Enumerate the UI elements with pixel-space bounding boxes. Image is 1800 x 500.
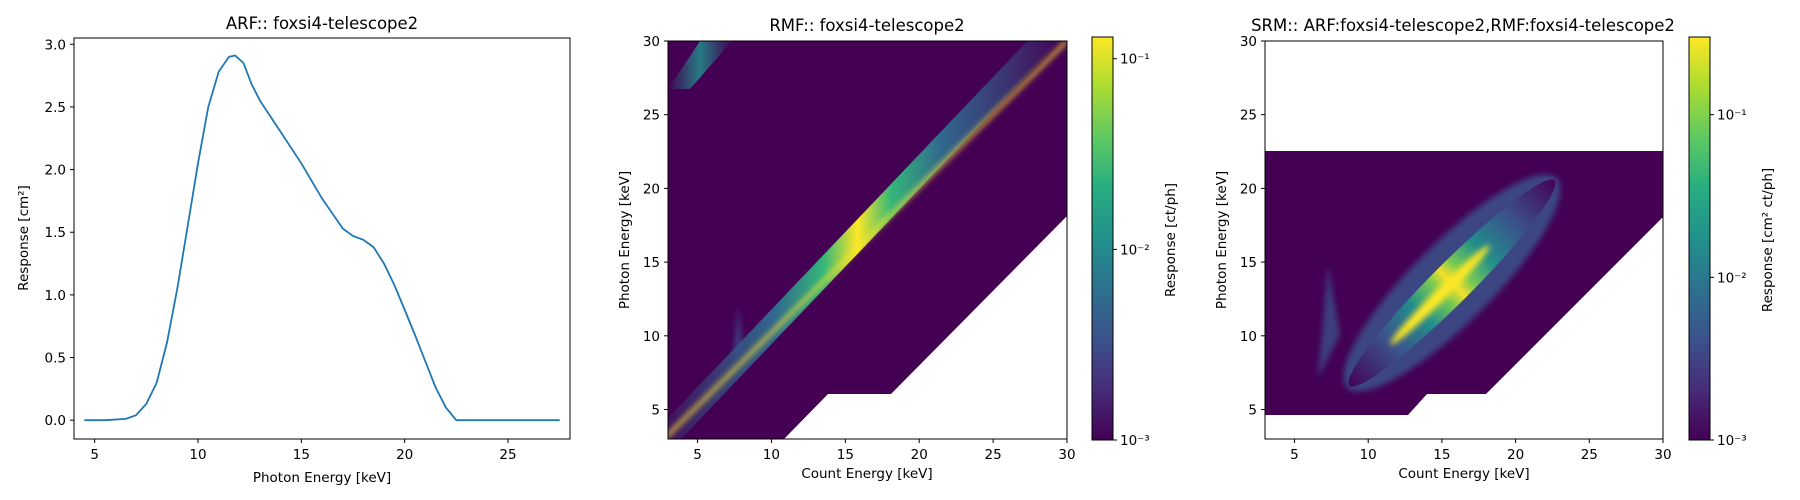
srm-colorbar-tick-label: 10⁻¹ [1717, 108, 1747, 124]
rmf-colorbar-gradient [1092, 37, 1113, 440]
arf-y-tick-label: 1.5 [45, 225, 66, 241]
srm-y-tick-label: 15 [1240, 255, 1257, 271]
rmf-y-tick-label: 20 [643, 181, 660, 197]
srm-x-tick-label: 5 [1290, 447, 1299, 463]
rmf-x-tick-label: 15 [837, 447, 854, 463]
rmf-axes-frame [667, 40, 1068, 440]
srm-y-ticks: 5 10 15 20 25 30 [1240, 34, 1265, 419]
rmf-tail-feature [733, 307, 743, 363]
arf-x-tick-label: 20 [396, 447, 413, 463]
rmf-colorbar-tick-label: 10⁻¹ [1120, 52, 1150, 68]
rmf-colorbar-frame [1091, 36, 1114, 441]
srm-colorbar: 10⁻³ 10⁻² 10⁻¹ Response [cm² ct/ph] [1688, 36, 1776, 449]
arf-curve [84, 54, 560, 422]
rmf-x-label: Count Energy [keV] [801, 466, 932, 482]
srm-tail-feature [1318, 265, 1340, 378]
rmf-x-tick-label: 30 [1058, 447, 1075, 463]
arf-y-ticks: 0.0 0.5 1.0 1.5 2.0 2.5 3.0 [45, 37, 74, 429]
rmf-y-tick-label: 10 [643, 329, 660, 345]
srm-axes-frame [1264, 40, 1664, 440]
srm-y-label: Photon Energy [keV] [1214, 171, 1230, 309]
arf-panel: ARF:: foxsi4-telescope2 5 10 15 20 25 0.0 0.5… [16, 14, 571, 486]
arf-y-tick-label: 1.0 [45, 288, 66, 304]
arf-x-tick-label: 5 [90, 447, 99, 463]
arf-y-label: Response [cm²] [16, 185, 32, 291]
rmf-x-tick-label: 10 [763, 447, 780, 463]
rmf-y-tick-label: 30 [643, 34, 660, 50]
rmf-colorbar: 10⁻³ 10⁻² 10⁻¹ Response [ct/ph] [1091, 36, 1179, 449]
arf-y-tick-label: 0.0 [45, 413, 66, 429]
srm-panel: SRM:: ARF:foxsi4-telescope2,RMF:foxsi4-t… [1214, 16, 1776, 482]
rmf-x-tick-label: 25 [985, 447, 1002, 463]
rmf-colorbar-tick-label: 10⁻² [1120, 242, 1150, 258]
arf-y-tick-label: 2.0 [45, 163, 66, 179]
rmf-colorbar-tick-label: 10⁻³ [1120, 433, 1150, 449]
rmf-y-tick-label: 5 [651, 403, 660, 419]
srm-colorbar-ticks: 10⁻³ 10⁻² 10⁻¹ [1710, 108, 1747, 449]
srm-heatmap [1265, 151, 1663, 415]
srm-x-ticks: 5 10 15 20 25 30 [1290, 439, 1672, 463]
arf-y-tick-label: 2.5 [45, 100, 66, 116]
rmf-colorbar-label: Response [ct/ph] [1163, 183, 1179, 297]
arf-x-tick-label: 15 [293, 447, 310, 463]
rmf-x-ticks: 5 10 15 20 25 30 [693, 439, 1076, 463]
arf-x-ticks: 5 10 15 20 25 [90, 439, 517, 463]
srm-y-tick-label: 25 [1240, 108, 1257, 124]
rmf-title: RMF:: foxsi4-telescope2 [769, 16, 964, 35]
srm-colorbar-tick-label: 10⁻³ [1717, 433, 1747, 449]
rmf-y-label: Photon Energy [keV] [617, 171, 633, 309]
srm-x-tick-label: 15 [1433, 447, 1450, 463]
arf-y-tick-label: 0.5 [45, 351, 66, 367]
srm-y-tick-label: 5 [1248, 403, 1257, 419]
rmf-x-tick-label: 20 [911, 447, 928, 463]
srm-colorbar-label: Response [cm² ct/ph] [1760, 168, 1776, 312]
srm-colorbar-tick-label: 10⁻² [1717, 270, 1747, 286]
srm-y-tick-label: 10 [1240, 329, 1257, 345]
srm-y-tick-label: 30 [1240, 34, 1257, 50]
srm-x-tick-label: 10 [1360, 447, 1377, 463]
srm-colorbar-frame [1688, 36, 1711, 441]
rmf-y-tick-label: 25 [643, 108, 660, 124]
arf-x-tick-label: 10 [189, 447, 206, 463]
srm-x-label: Count Energy [keV] [1398, 466, 1529, 482]
rmf-y-tick-label: 15 [643, 255, 660, 271]
srm-x-tick-label: 30 [1654, 447, 1671, 463]
rmf-colorbar-ticks: 10⁻³ 10⁻² 10⁻¹ [1113, 52, 1150, 449]
srm-title: SRM:: ARF:foxsi4-telescope2,RMF:foxsi4-t… [1251, 16, 1675, 35]
srm-colorbar-gradient [1689, 37, 1710, 440]
srm-x-tick-label: 20 [1507, 447, 1524, 463]
rmf-diagonal-core [668, 41, 1067, 438]
arf-x-tick-label: 25 [499, 447, 516, 463]
rmf-panel: RMF:: foxsi4-telescope2 5 10 15 20 25 30 5101… [617, 16, 1179, 482]
arf-x-label: Photon Energy [keV] [253, 470, 391, 486]
srm-x-tick-label: 25 [1581, 447, 1598, 463]
rmf-y-ticks: 5 10 15 20 25 30 [643, 34, 668, 419]
rmf-escape-feature [668, 41, 732, 89]
arf-axes-frame [73, 37, 571, 440]
arf-title: ARF:: foxsi4-telescope2 [226, 14, 418, 33]
arf-y-tick-label: 3.0 [45, 37, 66, 53]
srm-y-tick-label: 20 [1240, 181, 1257, 197]
rmf-x-tick-label: 5 [693, 447, 702, 463]
rmf-heatmap [668, 41, 1067, 439]
srm-diagonal-core [1390, 245, 1490, 345]
